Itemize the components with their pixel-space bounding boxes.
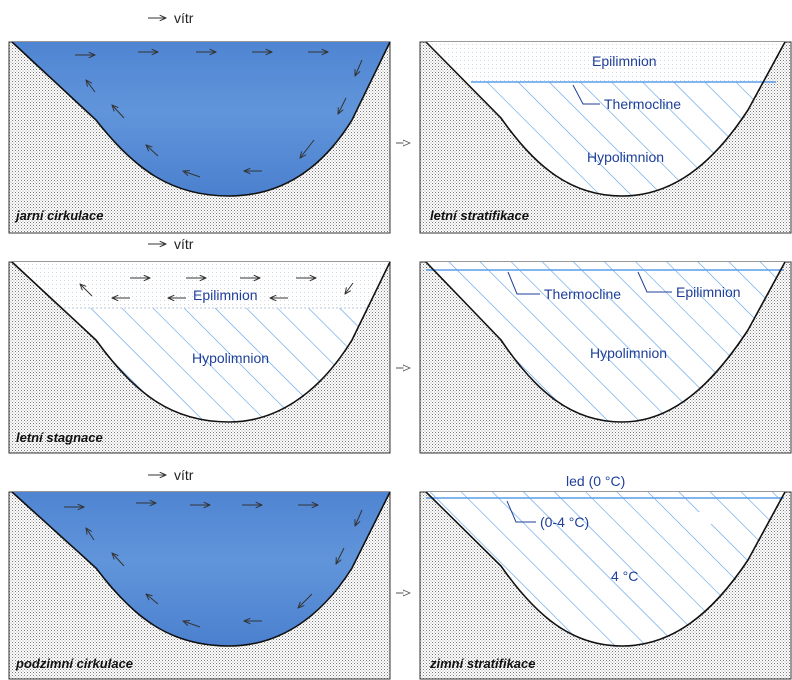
panel-winter-stratification: (0-4 °C) 4 °C zimní stratifikace: [419, 491, 792, 680]
epilimnion-layer: [426, 42, 785, 82]
lake-water-mixed: [12, 492, 390, 646]
hypolimnion-label: Hypolimnion: [192, 350, 269, 366]
circulation-arrows: [75, 52, 363, 178]
stage-label: zimní stratifikace: [429, 656, 536, 671]
epilimnion-label: Epilimnion: [592, 53, 657, 69]
ice-patch: [694, 512, 730, 524]
panel-autumn-circulation: podzimní cirkulace: [8, 491, 391, 680]
wind-label: vítr: [174, 10, 194, 26]
lake-basin-fill: [426, 262, 785, 422]
basin-outline: [425, 261, 786, 423]
epilimnion-leader: [637, 271, 672, 293]
stage-label: podzimní cirkulace: [15, 656, 133, 671]
cold-layer-label: (0-4 °C): [540, 514, 589, 530]
panel-summer-stratification-2: Thermocline Epilimnion Hypolimnion: [419, 261, 792, 454]
wind-label: vítr: [174, 467, 194, 483]
epilimnion-label: Epilimnion: [676, 284, 741, 300]
stage-label: jarní cirkulace: [14, 208, 103, 223]
hypolimnion-label: Hypolimnion: [590, 345, 667, 361]
basin-outline: [425, 491, 786, 647]
stage-label: letní stratifikace: [430, 208, 529, 223]
wind-label: vítr: [174, 236, 194, 252]
thermocline-label: Thermocline: [604, 96, 681, 112]
thermocline-leader: [507, 271, 540, 295]
lake-basin-fill: [426, 492, 785, 646]
panel-summer-stratification: Epilimnion Thermocline Hypolimnion letní…: [419, 41, 792, 234]
panel-spring-circulation: jarní cirkulace: [8, 41, 391, 234]
basin-outline: [11, 41, 391, 197]
stage-label: letní stagnace: [16, 430, 103, 445]
panel-summer-stagnation: Epilimnion Hypolimnion letní stagnace: [8, 261, 391, 454]
lake-water-mixed: [12, 42, 390, 196]
circulation-arrows: [64, 503, 363, 628]
thermocline-label: Thermocline: [544, 286, 621, 302]
cold-layer-leader: [506, 500, 536, 523]
ice-label: led (0 °C): [566, 473, 625, 489]
deep-water-label: 4 °C: [611, 568, 638, 584]
circulation-arrows: [80, 278, 354, 298]
basin-outline: [11, 491, 391, 647]
basin-outline: [425, 41, 786, 197]
epilimnion-layer: [12, 262, 390, 308]
thermocline-leader: [572, 84, 600, 105]
hypolimnion-label: Hypolimnion: [587, 149, 664, 165]
basin-outline: [11, 261, 391, 423]
epilimnion-label: Epilimnion: [193, 287, 258, 303]
